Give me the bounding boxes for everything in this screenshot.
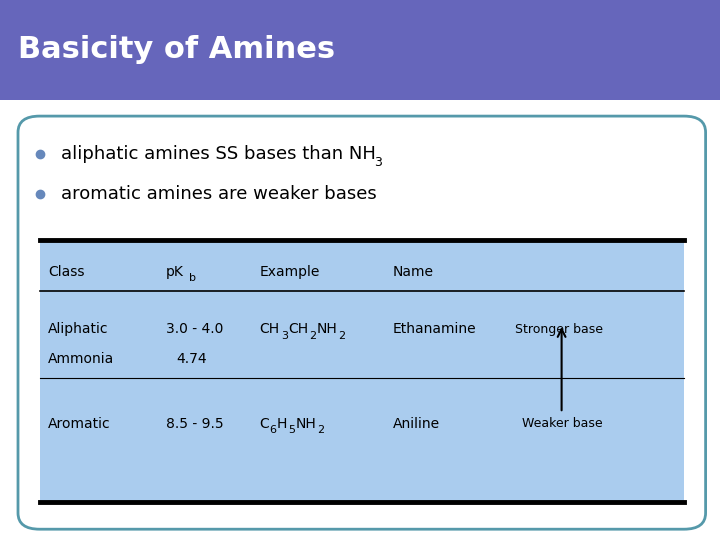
- Text: Weaker base: Weaker base: [522, 417, 603, 430]
- FancyBboxPatch shape: [18, 116, 706, 529]
- Text: Class: Class: [48, 265, 85, 279]
- Text: Ammonia: Ammonia: [48, 352, 114, 366]
- FancyBboxPatch shape: [40, 240, 684, 502]
- Text: aromatic amines are weaker bases: aromatic amines are weaker bases: [61, 185, 377, 204]
- Text: CH: CH: [259, 322, 279, 336]
- Text: pK: pK: [166, 265, 184, 279]
- Text: Aniline: Aniline: [392, 417, 439, 431]
- Text: 3: 3: [374, 156, 382, 168]
- Text: b: b: [189, 273, 197, 283]
- Text: CH: CH: [288, 322, 308, 336]
- Text: NH: NH: [295, 417, 316, 431]
- Text: Example: Example: [259, 265, 320, 279]
- Text: Stronger base: Stronger base: [515, 323, 603, 336]
- Text: Aromatic: Aromatic: [48, 417, 111, 431]
- Text: 3: 3: [281, 331, 288, 341]
- Text: NH: NH: [317, 322, 338, 336]
- Text: Name: Name: [392, 265, 433, 279]
- Text: 4.74: 4.74: [176, 352, 207, 366]
- Text: 3.0 - 4.0: 3.0 - 4.0: [166, 322, 223, 336]
- Text: 2: 2: [338, 331, 346, 341]
- Text: 2: 2: [310, 331, 317, 341]
- Text: C: C: [259, 417, 269, 431]
- Text: 2: 2: [317, 426, 324, 435]
- Text: 8.5 - 9.5: 8.5 - 9.5: [166, 417, 223, 431]
- Text: aliphatic amines SS bases than NH: aliphatic amines SS bases than NH: [61, 145, 376, 163]
- Text: Basicity of Amines: Basicity of Amines: [18, 36, 335, 64]
- Text: 5: 5: [288, 426, 295, 435]
- Text: H: H: [276, 417, 287, 431]
- Text: 6: 6: [269, 426, 276, 435]
- Text: Aliphatic: Aliphatic: [48, 322, 109, 336]
- Text: Ethanamine: Ethanamine: [392, 322, 476, 336]
- FancyBboxPatch shape: [0, 0, 720, 100]
